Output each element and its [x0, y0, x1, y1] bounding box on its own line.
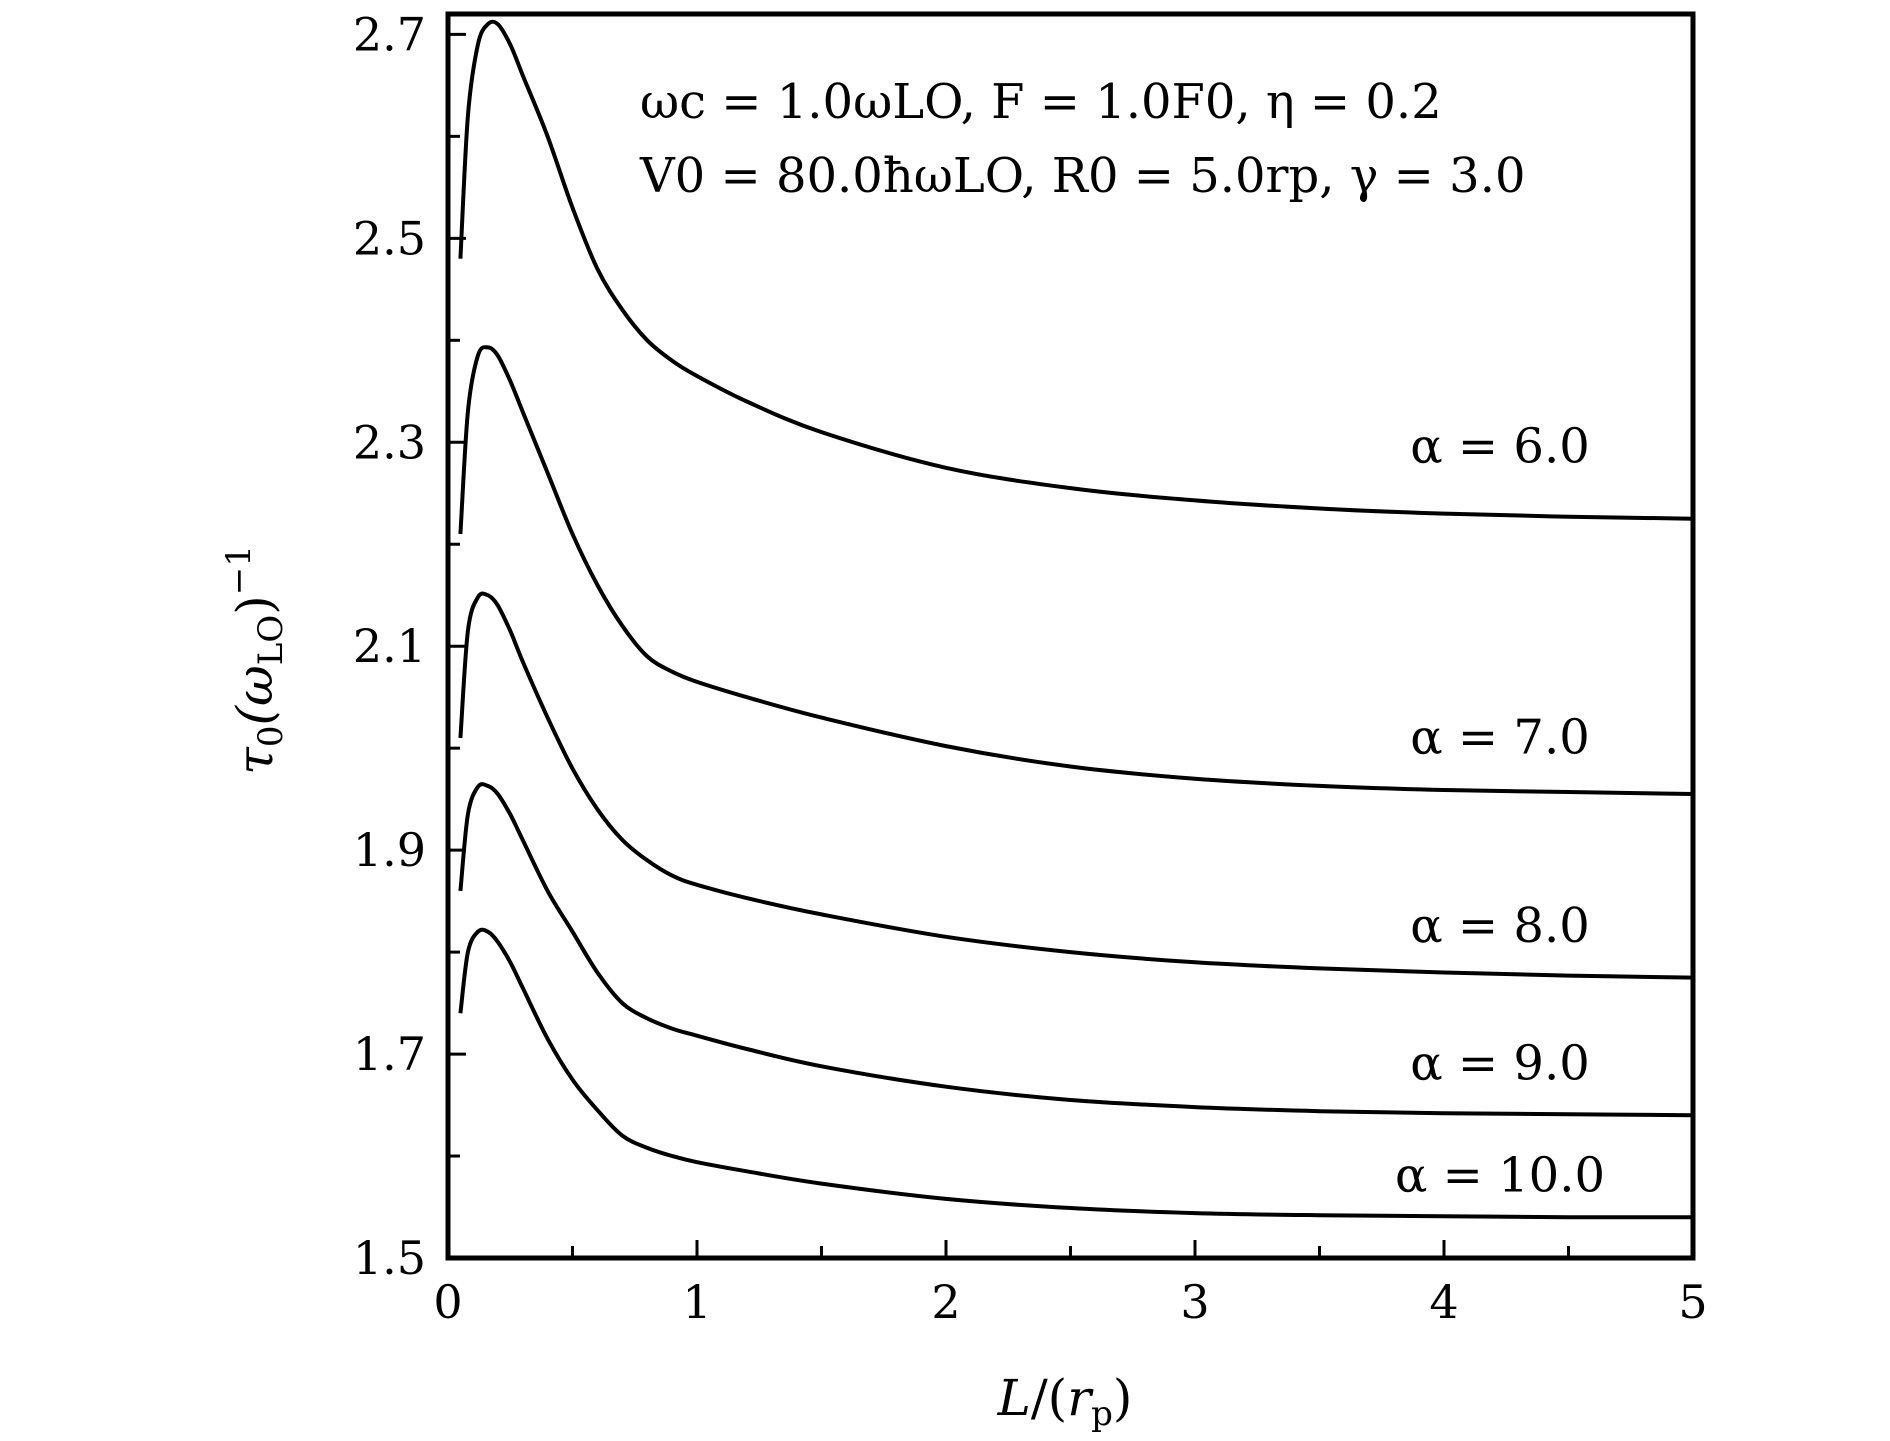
parameter-annotation: ωc = 1.0ωLO, F = 1.0F0, η = 0.2 V0 = 80.…	[639, 74, 1526, 204]
y-tick-label: 1.9	[353, 823, 426, 877]
series-label: α = 9.0	[1410, 1036, 1589, 1092]
series-line	[458, 927, 1694, 1220]
y-axis-label-omega: (ω	[226, 665, 284, 725]
x-tick-label: 4	[1429, 1275, 1458, 1329]
x-axis-label-var: L	[997, 1369, 1031, 1427]
y-axis-label-exp: −1	[219, 545, 259, 595]
series-label: α = 7.0	[1410, 709, 1589, 765]
y-axis-label-tau: τ	[226, 746, 284, 775]
x-tick-label: 3	[1180, 1275, 1209, 1329]
series-line	[458, 782, 1694, 1118]
y-axis-label-sublo: LO	[251, 615, 291, 665]
x-tick-label: 0	[433, 1275, 462, 1329]
series-line	[458, 591, 1694, 980]
series-label: α = 10.0	[1395, 1148, 1605, 1204]
x-tick-label: 2	[931, 1275, 960, 1329]
series-label: α = 6.0	[1410, 419, 1589, 475]
axis-tick-labels: 0 1 2 3 4 5 1.5 1.7 1.9 2.1 2.3 2.5 2.7	[353, 7, 1708, 1329]
x-tick-label: 5	[1678, 1275, 1707, 1329]
series-line	[458, 19, 1694, 521]
y-axis-label: τ0(ωLO)−1	[219, 545, 291, 775]
y-tick-label: 2.1	[353, 619, 426, 673]
x-axis-label-sub: p	[1091, 1394, 1113, 1434]
series-line	[458, 345, 1694, 796]
x-axis-label-r: r	[1067, 1369, 1094, 1427]
x-axis-label: L/(rp)	[997, 1369, 1133, 1434]
axis-ticks	[448, 32, 1570, 1260]
y-tick-label: 1.7	[353, 1027, 426, 1081]
annotation-line-1: ωc = 1.0ωLO, F = 1.0F0, η = 0.2	[640, 74, 1442, 130]
series-labels: α = 6.0 α = 7.0 α = 8.0 α = 9.0 α = 10.0	[1395, 419, 1605, 1204]
x-tick-label: 1	[682, 1275, 711, 1329]
x-axis-label-sep: /(	[1031, 1369, 1067, 1427]
y-axis-label-close: )	[226, 595, 284, 615]
series-label: α = 8.0	[1410, 898, 1589, 954]
y-tick-label: 2.3	[353, 415, 426, 469]
y-tick-label: 2.5	[353, 211, 426, 265]
annotation-line-2: V0 = 80.0ħωLO, R0 = 5.0rp, γ = 3.0	[639, 148, 1526, 204]
x-axis-label-close: )	[1113, 1369, 1133, 1427]
series-lines	[458, 19, 1694, 1220]
y-tick-label: 1.5	[353, 1231, 426, 1285]
y-tick-label: 2.7	[353, 7, 426, 61]
y-axis-label-sub0: 0	[251, 726, 291, 748]
